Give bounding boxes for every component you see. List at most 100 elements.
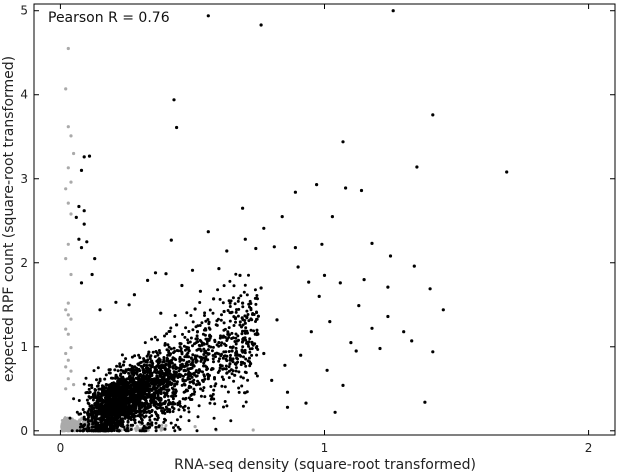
scatter-point [128,374,131,378]
scatter-point [195,337,199,341]
scatter-point [205,368,209,372]
scatter-point [153,271,158,275]
scatter-point [222,284,226,288]
scatter-point [147,391,151,395]
scatter-point [81,429,85,433]
scatter-point [141,366,145,370]
scatter-point [150,365,154,369]
scatter-point [166,383,170,387]
scatter-point [135,384,139,388]
scatter-point [220,375,224,379]
scatter-point [149,374,153,378]
scatter-point [227,365,231,369]
scatter-point [66,313,70,317]
scatter-point [132,414,136,417]
scatter-point [109,389,113,393]
scatter-point [186,367,190,371]
scatter-point [199,339,203,343]
scatter-point [169,347,173,351]
scatter-point [109,427,113,431]
scatter-point [206,14,210,18]
scatter-point [241,318,245,322]
scatter-point [188,371,192,375]
scatter-point [66,242,70,246]
scatter-point [154,421,158,425]
scatter-point [166,343,170,347]
scatter-point [140,405,144,409]
scatter-point [90,417,94,421]
scatter-point [175,380,179,384]
scatter-point [431,113,435,117]
scatter-point [209,334,213,338]
scatter-point [230,346,234,350]
scatter-point [170,358,173,362]
scatter-point [179,349,183,353]
scatter-point [128,368,132,372]
scatter-point [90,272,94,277]
scatter-point [164,424,168,427]
scatter-point [174,382,178,386]
scatter-point [68,416,72,420]
scatter-point [89,429,93,433]
scatter-point [188,380,192,384]
scatter-point [102,409,106,413]
scatter-point [239,294,243,298]
scatter-point [206,373,210,377]
scatter-point [239,375,243,379]
scatter-point [208,401,212,405]
scatter-point [146,358,150,362]
scatter-point [235,308,238,312]
scatter-point [150,387,154,391]
scatter-point [254,371,258,375]
scatter-point [114,394,118,398]
scatter-point [108,398,112,402]
scatter-point [94,409,98,413]
scatter-point [172,407,176,411]
scatter-point [183,335,187,339]
scatter-point [108,371,112,375]
scatter-point [72,383,76,387]
scatter-point [175,323,179,327]
scatter-point [299,353,303,357]
scatter-point [127,303,131,307]
scatter-point [241,206,245,210]
scatter-point [196,415,200,419]
scatter-point [255,311,259,315]
scatter-point [147,409,151,413]
scatter-point [169,238,173,242]
scatter-point [202,347,206,351]
scatter-point [197,343,201,347]
scatter-point [119,424,123,428]
scatter-point [359,188,364,193]
scatter-point [161,406,165,410]
scatter-point [176,425,180,429]
scatter-point [244,400,248,404]
scatter-point [188,377,192,381]
scatter-point [150,371,154,375]
scatter-point [320,242,324,246]
scatter-point [82,209,86,213]
scatter-point [98,377,102,381]
scatter-point [230,372,234,376]
scatter-point [237,390,241,394]
scatter-point [145,384,149,388]
scatter-point [118,374,122,377]
scatter-point [109,382,113,386]
scatter-point [98,395,102,399]
scatter-point [156,364,160,367]
scatter-point [69,134,73,138]
scatter-point [117,406,121,410]
scatter-point [118,364,122,368]
scatter-point [237,307,241,311]
scatter-point [121,382,125,386]
scatter-point [164,405,168,409]
scatter-point [117,390,121,394]
scatter-point [177,369,181,373]
scatter-point [253,288,257,292]
scatter-point [153,417,157,421]
scatter-point [113,368,117,372]
scatter-point [187,346,190,350]
scatter-point [103,405,107,409]
scatter-point [187,406,190,410]
scatter-point [144,429,148,433]
